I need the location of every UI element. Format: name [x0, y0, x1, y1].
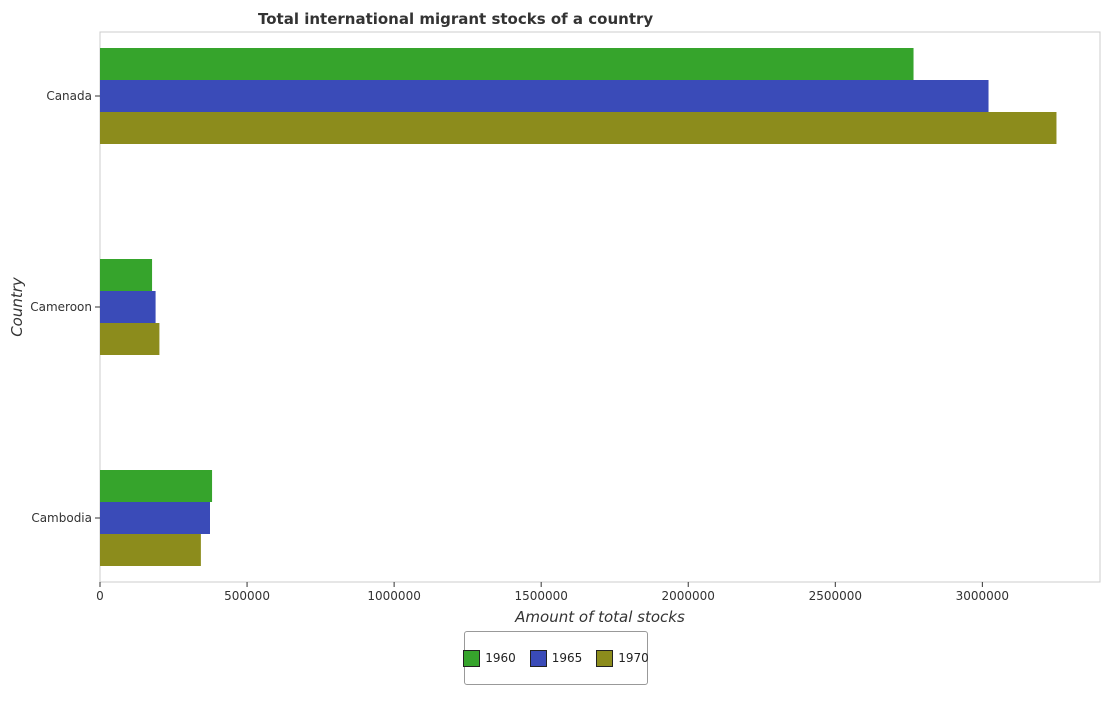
- x-tick-label: 3000000: [956, 589, 1009, 603]
- y-axis: Cambodia Cameroon Canada: [30, 89, 100, 525]
- chart-title: Total international migrant stocks of a …: [258, 10, 653, 28]
- x-tick-label: 2500000: [809, 589, 862, 603]
- y-tick-label-canada: Canada: [46, 89, 92, 103]
- bars-group: [100, 48, 1057, 566]
- legend-label-1960: 1960: [485, 651, 516, 665]
- bar-cameroon-1965: [100, 291, 156, 323]
- x-axis-label: Amount of total stocks: [514, 608, 685, 626]
- y-tick-label-cambodia: Cambodia: [31, 511, 92, 525]
- x-tick-label: 1000000: [367, 589, 420, 603]
- bar-cameroon-1960: [100, 259, 153, 291]
- legend-swatch-1965: [529, 649, 547, 667]
- legend-label-1965: 1965: [551, 651, 583, 665]
- legend-item-1970: 1970: [596, 649, 649, 667]
- bar-canada-1970: [100, 112, 1057, 144]
- bar-cambodia-1965: [100, 502, 210, 534]
- legend-swatch-1970: [596, 649, 614, 667]
- legend-swatch-1960: [463, 649, 481, 667]
- y-tick-label-cameroon: Cameroon: [30, 300, 92, 314]
- bar-cameroon-1970: [100, 323, 160, 355]
- x-axis: 0 500000 1000000 1500000 2000000 2500000 30000…: [96, 582, 1009, 603]
- bar-cambodia-1960: [100, 470, 213, 502]
- legend-label-1970: 1970: [618, 651, 649, 665]
- bar-cambodia-1970: [100, 534, 201, 566]
- bar-canada-1960: [100, 48, 914, 80]
- x-tick-label: 2000000: [662, 589, 715, 603]
- bar-canada-1965: [100, 80, 989, 112]
- legend-item-1960: 1960: [463, 649, 516, 667]
- x-tick-label: 1500000: [514, 589, 567, 603]
- x-tick-label: 0: [96, 589, 104, 603]
- legend-item-1965: 1965: [529, 649, 583, 667]
- y-axis-label: Country: [8, 276, 26, 337]
- x-tick-label: 500000: [224, 589, 270, 603]
- legend: 1960 1965 1970: [463, 631, 649, 685]
